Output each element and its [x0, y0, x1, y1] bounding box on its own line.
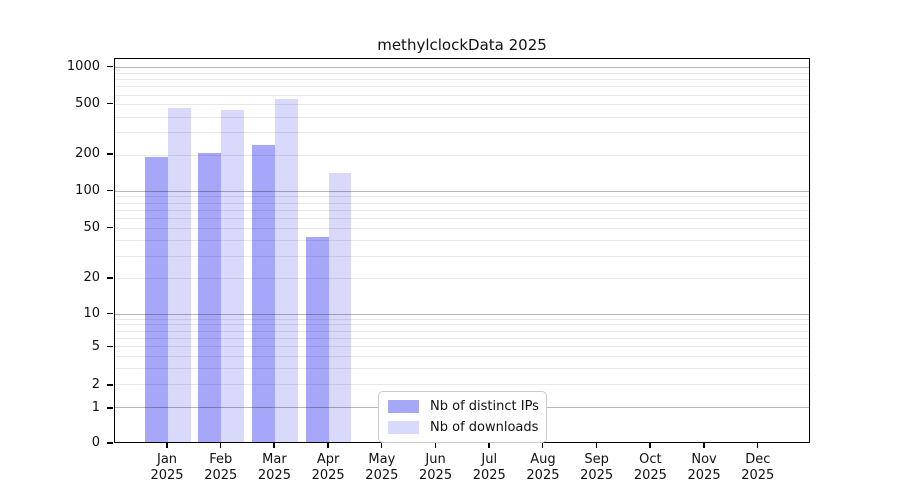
y-axis: 0 1 2 5 10 20 50 100 200 500 1000	[0, 58, 114, 450]
plot-area	[114, 58, 810, 443]
x-tick-mark	[595, 443, 598, 448]
bar-downloads-mar	[274, 98, 298, 442]
y-tick-label: 10	[83, 305, 100, 321]
legend-swatch-distinct-ips	[388, 400, 419, 413]
y-tick-mark	[107, 384, 113, 386]
x-tick-year: 2025	[365, 468, 399, 483]
legend-item-downloads: Nb of downloads	[388, 420, 539, 435]
legend: Nb of distinct IPs Nb of downloads	[378, 391, 547, 443]
x-tick-year: 2025	[741, 468, 775, 483]
y-tick-mark	[107, 65, 113, 67]
legend-item-distinct-ips: Nb of distinct IPs	[388, 399, 539, 414]
x-tick-label: May 2025	[365, 452, 398, 484]
x-tick-label: Oct 2025	[634, 452, 667, 484]
legend-label-downloads: Nb of downloads	[430, 420, 539, 435]
x-tick-month: Jan	[157, 452, 178, 467]
y-tick-label: 100	[75, 182, 100, 198]
x-tick-mark	[166, 443, 168, 448]
x-tick-month: Dec	[745, 452, 771, 467]
bars-layer	[115, 59, 809, 442]
y-tick-mark	[107, 153, 113, 155]
x-tick-month: Mar	[262, 452, 287, 467]
y-tick-mark	[107, 345, 113, 348]
y-tick-label: 50	[83, 219, 100, 235]
x-tick-month: May	[368, 452, 396, 467]
y-tick-mark	[107, 102, 113, 104]
bar-downloads-jan	[167, 107, 191, 442]
y-tick-mark	[107, 442, 113, 444]
x-tick-mark	[273, 443, 275, 448]
x-tick-month: Feb	[209, 452, 233, 467]
bar-downloads-feb	[221, 110, 245, 442]
x-tick-month: Jul	[481, 452, 498, 467]
x-tick-label: Jan 2025	[150, 452, 183, 484]
bar-downloads-apr	[328, 173, 352, 442]
y-tick-label: 1000	[66, 58, 100, 74]
x-tick-year: 2025	[150, 468, 184, 483]
x-tick-mark	[488, 443, 490, 448]
bar-distinct-ips-feb	[198, 153, 222, 442]
bar-distinct-ips-jan	[144, 157, 168, 442]
x-tick-year: 2025	[687, 468, 721, 483]
bar-distinct-ips-mar	[252, 144, 275, 442]
x-tick-mark	[541, 443, 544, 448]
x-tick-label: Nov 2025	[688, 452, 721, 484]
y-tick-mark	[107, 407, 113, 409]
y-tick-label: 1	[91, 400, 100, 415]
x-tick-year: 2025	[472, 468, 506, 483]
x-tick-year: 2025	[419, 468, 453, 483]
y-tick-label: 0	[91, 435, 100, 450]
x-tick-label: Mar 2025	[258, 452, 291, 484]
x-tick-year: 2025	[633, 468, 667, 483]
x-tick-year: 2025	[204, 468, 238, 483]
y-tick-label: 200	[75, 146, 100, 162]
x-tick-label: Jun 2025	[419, 452, 452, 484]
x-tick-month: Nov	[691, 452, 717, 467]
chart-title: methylclockData 2025	[377, 36, 547, 54]
y-tick-mark	[107, 277, 113, 279]
x-tick-label: Sep 2025	[580, 452, 613, 484]
x-tick-label: Dec 2025	[741, 452, 774, 484]
x-tick-label: Aug 2025	[526, 452, 559, 484]
x-tick-month: Sep	[584, 452, 609, 467]
bar-distinct-ips-apr	[305, 237, 329, 442]
y-tick-mark	[107, 226, 113, 228]
x-tick-year: 2025	[526, 468, 560, 483]
x-tick-year: 2025	[257, 468, 291, 483]
legend-swatch-downloads	[388, 421, 419, 434]
legend-label-distinct-ips: Nb of distinct IPs	[430, 399, 539, 414]
x-tick-year: 2025	[580, 468, 614, 483]
x-tick-month: Apr	[316, 452, 340, 467]
x-tick-mark	[649, 443, 651, 448]
x-tick-month: Jun	[425, 452, 446, 467]
y-tick-label: 5	[91, 338, 100, 354]
x-tick-month: Oct	[639, 452, 662, 467]
x-tick-mark	[380, 443, 383, 448]
x-tick-mark	[327, 443, 329, 448]
y-tick-label: 500	[75, 95, 100, 111]
x-tick-mark	[703, 443, 705, 448]
x-tick-label: Jul 2025	[473, 452, 506, 484]
y-tick-label: 20	[83, 270, 100, 286]
y-tick-label: 2	[91, 377, 100, 393]
x-tick-label: Feb 2025	[204, 452, 237, 484]
x-axis: Jan 2025 Feb 2025 Mar 2025 Apr 2025 May 2025 Jun 20…	[114, 443, 810, 500]
x-tick-month: Aug	[530, 452, 556, 467]
x-tick-mark	[219, 443, 222, 448]
x-tick-mark	[434, 443, 437, 448]
y-tick-mark	[107, 189, 113, 192]
x-tick-mark	[756, 443, 759, 448]
y-tick-mark	[107, 312, 113, 315]
x-tick-year: 2025	[311, 468, 345, 483]
x-tick-label: Apr 2025	[312, 452, 345, 484]
